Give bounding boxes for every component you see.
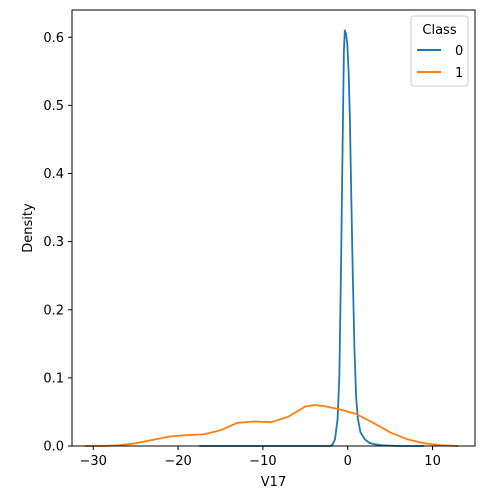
plot-frame bbox=[71, 9, 476, 447]
legend-title: Class bbox=[422, 23, 456, 38]
legend-label-0: 0 bbox=[455, 44, 463, 59]
legend-label-1: 1 bbox=[455, 66, 463, 81]
x-tick-label: −20 bbox=[164, 454, 191, 469]
x-tick-label: −30 bbox=[79, 454, 106, 469]
y-tick-label: 0.2 bbox=[43, 303, 64, 318]
y-axis-label: Density bbox=[21, 203, 36, 253]
y-tick-label: 0.1 bbox=[43, 371, 64, 386]
x-axis: −30 −20 −10 0 10 bbox=[79, 446, 441, 469]
x-tick-label: 0 bbox=[344, 454, 352, 469]
y-axis: 0.0 0.1 0.2 0.3 0.4 0.5 0.6 bbox=[43, 31, 72, 455]
x-tick-label: 10 bbox=[424, 454, 441, 469]
y-tick-label: 0.4 bbox=[43, 167, 64, 182]
x-axis-label: V17 bbox=[261, 475, 286, 490]
y-tick-label: 0.3 bbox=[43, 235, 64, 250]
series-line-0 bbox=[199, 29, 425, 447]
series-line-1 bbox=[84, 404, 459, 447]
y-tick-label: 0.5 bbox=[43, 99, 64, 114]
series-layer bbox=[84, 29, 459, 447]
plot-area bbox=[72, 10, 475, 446]
x-tick-label: −10 bbox=[249, 454, 276, 469]
y-tick-label: 0.0 bbox=[43, 440, 64, 455]
legend: Class 0 1 bbox=[410, 15, 469, 87]
y-tick-label: 0.6 bbox=[43, 31, 64, 46]
